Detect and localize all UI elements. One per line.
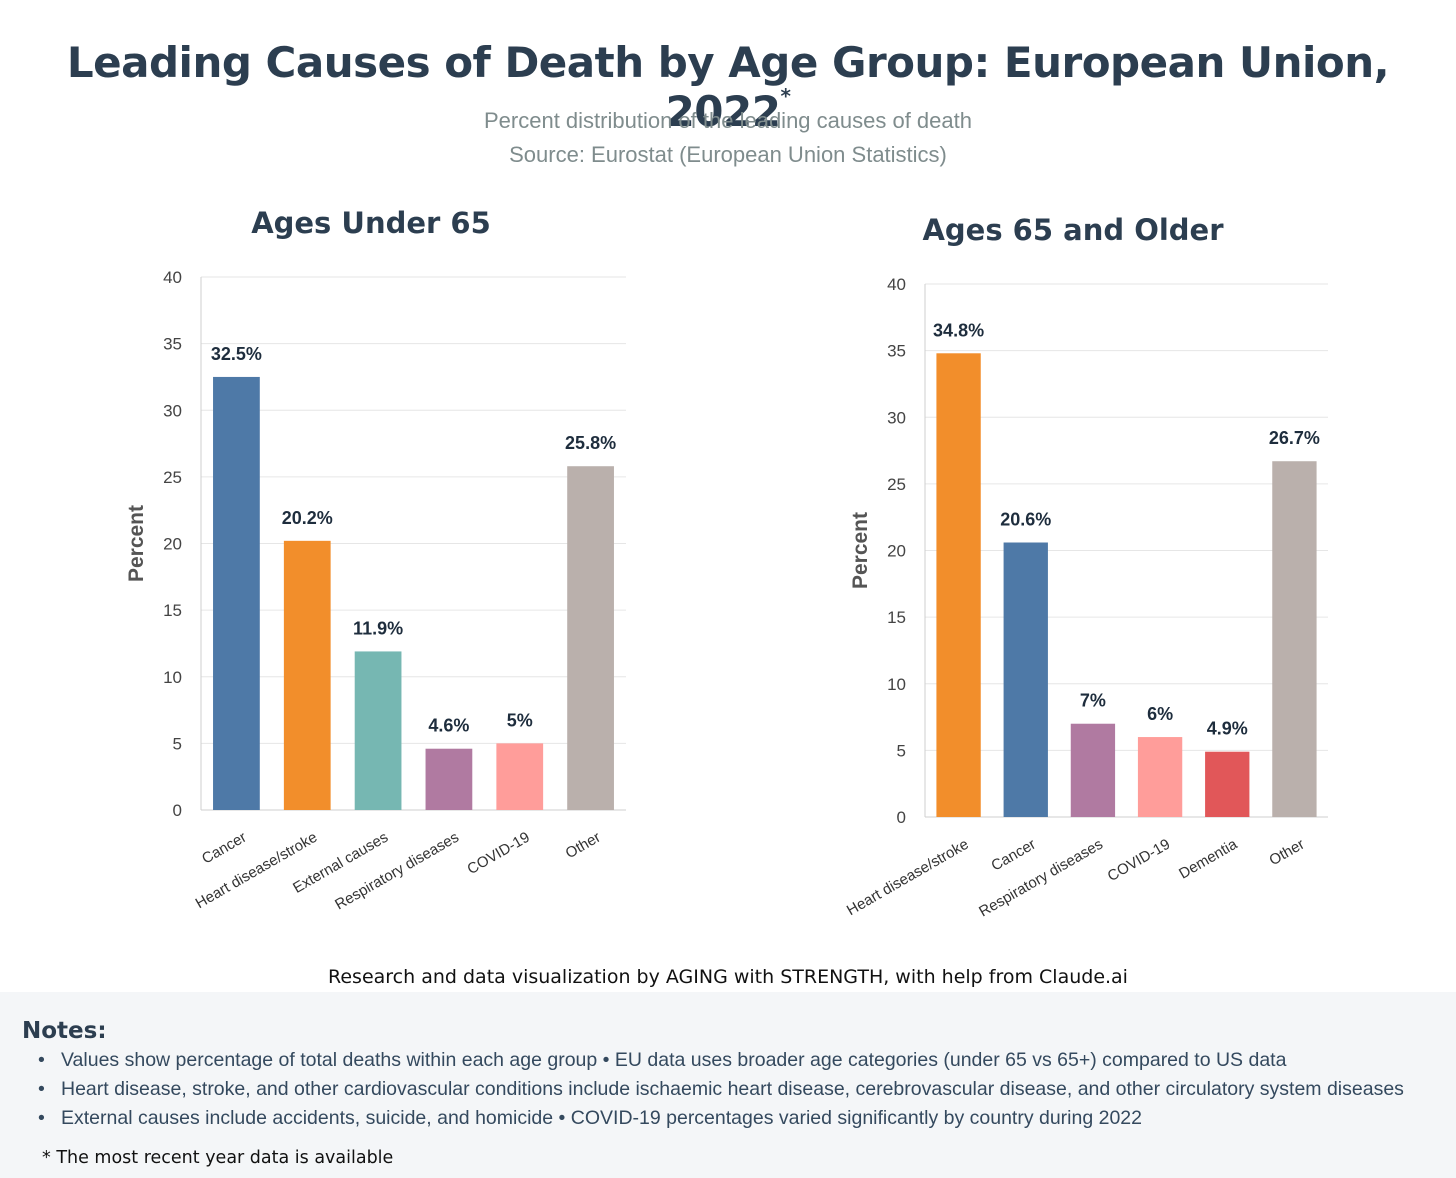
category-label: Cancer	[199, 829, 249, 868]
bar	[1070, 723, 1116, 817]
data-label: 34.8%	[933, 320, 984, 340]
y-axis-label: Percent	[125, 505, 148, 582]
category-label: Other	[1266, 836, 1307, 869]
y-tick-label: 35	[887, 342, 906, 361]
y-tick-label: 30	[163, 401, 182, 420]
y-tick-label: 40	[887, 275, 906, 294]
category-label: Heart disease/stroke	[844, 836, 972, 920]
y-tick-label: 25	[887, 475, 906, 494]
bar	[567, 466, 614, 810]
y-tick-label: 25	[163, 468, 182, 487]
title-asterisk: *	[780, 84, 791, 108]
chart-title: Ages Under 65	[251, 206, 491, 240]
page-subtitle: Percent distribution of the leading caus…	[484, 108, 972, 133]
category-label: Respiratory diseases	[332, 829, 462, 914]
bar	[1137, 737, 1183, 817]
data-label: 7%	[1080, 691, 1106, 711]
y-tick-label: 0	[173, 801, 182, 820]
credit-line: Research and data visualization by AGING…	[328, 966, 1128, 988]
bar	[425, 748, 473, 810]
category-label: COVID-19	[464, 829, 532, 878]
category-label: Cancer	[988, 836, 1038, 875]
note-item: Heart disease, stroke, and other cardiov…	[38, 1075, 1404, 1104]
data-label: 4.9%	[1207, 719, 1248, 739]
page-source: Source: Eurostat (European Union Statist…	[509, 142, 947, 167]
data-label: 4.6%	[428, 716, 469, 736]
chart-title: Ages 65 and Older	[922, 213, 1224, 247]
y-tick-label: 10	[887, 675, 906, 694]
category-label: External causes	[290, 829, 391, 897]
bar	[1003, 542, 1048, 817]
notes-title: Notes:	[22, 1018, 107, 1044]
data-label: 20.6%	[1000, 510, 1051, 530]
data-label: 26.7%	[1269, 428, 1320, 448]
data-label: 32.5%	[211, 344, 262, 364]
y-tick-label: 5	[897, 741, 906, 760]
y-tick-label: 40	[163, 268, 182, 287]
footnote: * The most recent year data is available	[42, 1148, 394, 1168]
y-tick-label: 5	[173, 734, 182, 753]
bar	[1205, 751, 1250, 817]
y-tick-label: 20	[163, 535, 182, 554]
category-label: Dementia	[1176, 835, 1241, 882]
category-label: Other	[563, 829, 604, 862]
category-label: Respiratory diseases	[976, 836, 1106, 921]
note-item: Values show percentage of total deaths w…	[38, 1046, 1404, 1075]
note-item: External causes include accidents, suici…	[38, 1104, 1404, 1133]
bar	[496, 743, 544, 810]
notes-panel: Notes: Values show percentage of total d…	[0, 992, 1456, 1178]
y-axis-label: Percent	[849, 512, 872, 589]
bar	[936, 353, 981, 817]
data-label: 6%	[1147, 704, 1173, 724]
page-title: Leading Causes of Death by Age Group: Eu…	[0, 38, 1456, 136]
category-label: COVID-19	[1105, 836, 1173, 885]
y-tick-label: 20	[887, 542, 906, 561]
y-tick-label: 15	[163, 601, 182, 620]
bar	[283, 540, 331, 810]
data-label: 20.2%	[282, 508, 333, 528]
y-tick-label: 0	[897, 808, 906, 827]
data-label: 11.9%	[353, 618, 403, 638]
page-title-text: Leading Causes of Death by Age Group: Eu…	[66, 38, 1390, 136]
category-label: Heart disease/stroke	[193, 829, 321, 913]
bar	[354, 651, 402, 810]
data-label: 25.8%	[565, 433, 616, 453]
bar	[213, 376, 260, 810]
y-tick-label: 30	[887, 408, 906, 427]
y-tick-label: 15	[887, 608, 906, 627]
notes-list: Values show percentage of total deaths w…	[38, 1046, 1404, 1133]
data-label: 5%	[507, 710, 533, 730]
bar	[1272, 461, 1317, 817]
y-tick-label: 10	[163, 668, 182, 687]
y-tick-label: 35	[163, 335, 182, 354]
